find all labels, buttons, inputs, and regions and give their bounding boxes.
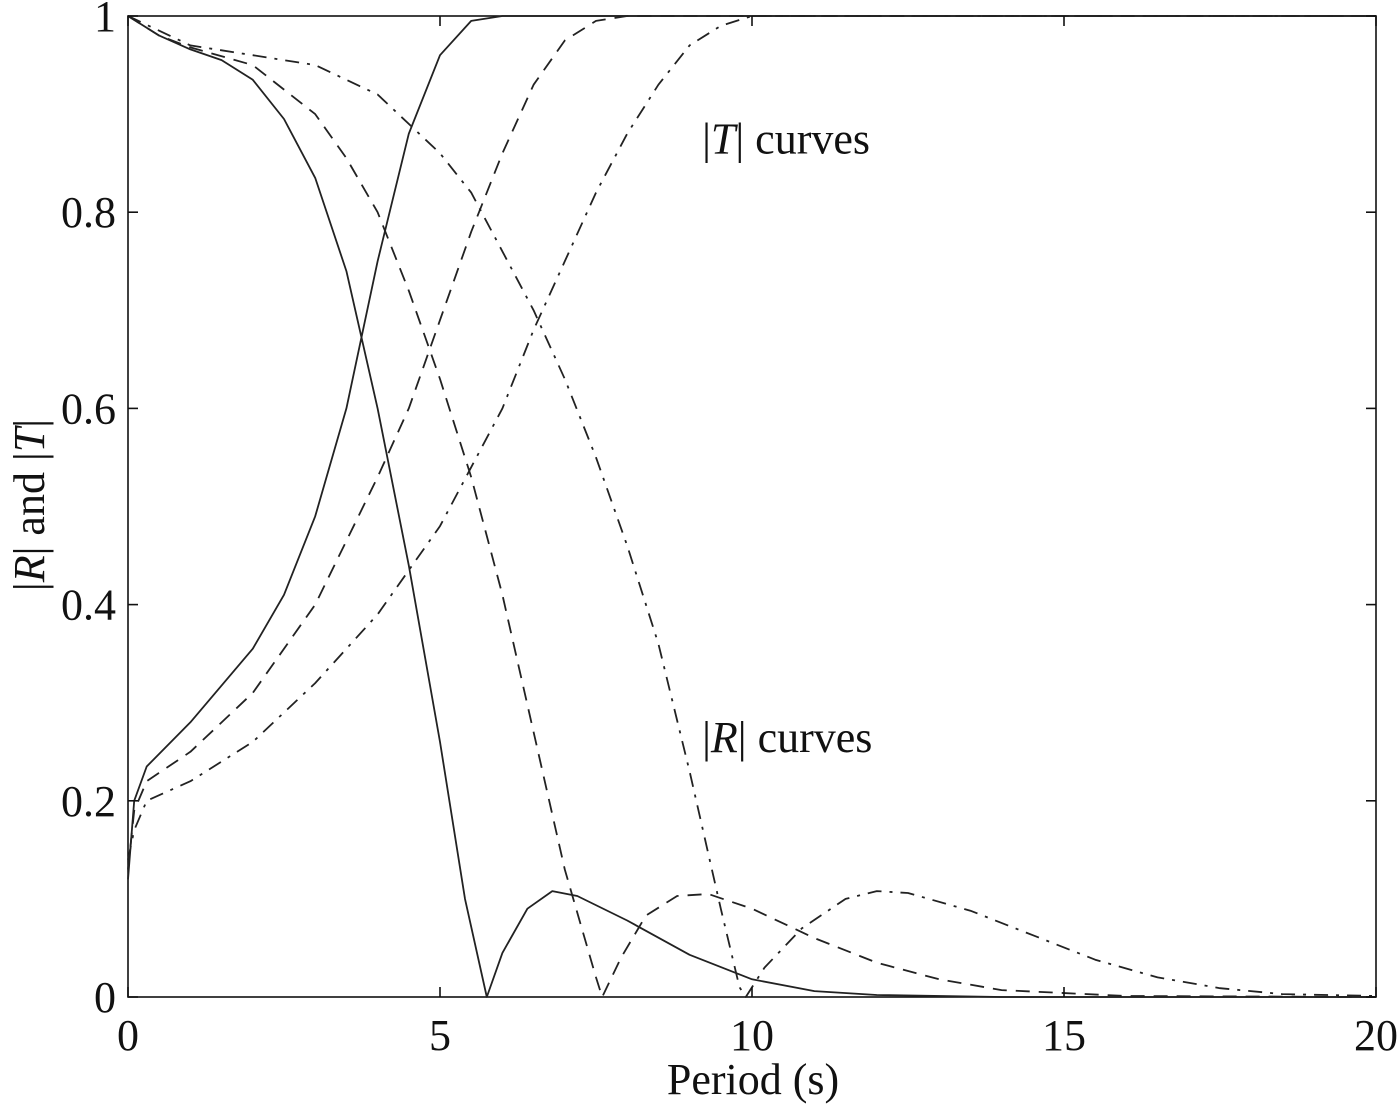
y-tick-label: 0 <box>94 973 116 1022</box>
y-axis-title-part: R <box>5 555 54 583</box>
annotation-layer: |T| curves |R| curves <box>702 114 872 761</box>
x-tick-label: 20 <box>1354 1011 1398 1060</box>
x-tick-label: 15 <box>1042 1011 1086 1060</box>
annotation-r-curves: |R| curves <box>702 713 872 762</box>
y-axis-title-part: | <box>5 582 54 591</box>
x-tick-label: 5 <box>429 1011 451 1060</box>
series-line-solid-t <box>127 15 1376 880</box>
y-tick-label: 0.4 <box>61 581 116 630</box>
y-axis-title-part: | and | <box>5 452 54 555</box>
series-line-solid-r <box>127 15 1376 998</box>
series-line-dashed-r <box>127 15 1377 998</box>
annotation-t-curves: |T| curves <box>702 114 870 163</box>
y-axis-title: |R| and |T| <box>5 419 54 591</box>
series-line-dashed-t <box>127 15 1376 870</box>
ticks-layer: 0 5 10 15 20 0 0.2 0.4 0.6 0.8 1 <box>61 0 1398 1060</box>
y-tick-label: 1 <box>94 0 116 41</box>
y-axis-title-part: T <box>5 424 54 452</box>
x-tick-label: 10 <box>730 1011 774 1060</box>
series-line-dashdot-r <box>127 15 1377 998</box>
y-tick-label: 0.6 <box>61 384 116 433</box>
y-tick-label: 0.2 <box>61 777 116 826</box>
x-tick-label: 0 <box>117 1011 139 1060</box>
series-line-dashdot-t <box>127 15 1376 860</box>
series-layer <box>127 15 1377 998</box>
y-tick-label: 0.8 <box>61 188 116 237</box>
x-axis-title: Period (s) <box>667 1055 839 1104</box>
y-axis-title-part: | <box>5 419 54 428</box>
